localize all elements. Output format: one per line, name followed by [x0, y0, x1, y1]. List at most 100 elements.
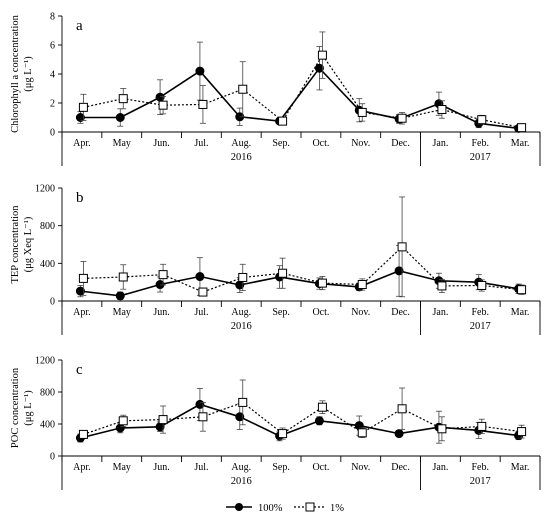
data-point	[155, 280, 165, 290]
x-tick-label: Dec.	[391, 138, 410, 149]
data-point	[158, 100, 168, 110]
year-label: 2016	[231, 476, 252, 487]
data-point	[394, 266, 404, 276]
data-point	[238, 272, 248, 282]
data-point	[115, 291, 125, 301]
x-tick-label: Mar.	[511, 462, 530, 473]
data-point	[357, 107, 367, 117]
x-tick-label: Jun.	[153, 138, 169, 149]
x-tick-label: Nov.	[351, 138, 370, 149]
panel-label: a	[76, 18, 83, 34]
data-point	[195, 272, 205, 282]
data-point	[198, 412, 208, 422]
x-tick-label: Apr.	[73, 138, 91, 149]
year-label: 2016	[231, 152, 252, 163]
series-line	[80, 66, 519, 130]
series-1pct	[78, 379, 527, 442]
chart-panel-a: 0 2 4 6 8 Apr. May Jun. Jul. Aug. Sep. Oct. Nov. Dec.…	[10, 12, 541, 166]
data-point	[78, 102, 88, 112]
data-point	[78, 273, 88, 283]
y-tick-label: 800	[40, 388, 55, 399]
x-tick-label: Sep.	[272, 307, 290, 318]
data-point	[477, 421, 487, 431]
x-tick-label: May	[113, 307, 131, 318]
x-tick-label: Sep.	[272, 462, 290, 473]
x-tick-label: Apr.	[73, 307, 91, 318]
chart-panel-c: 0 400 800 1200 Apr. May Jun. Jul. Aug. Sep. Oct. No…	[10, 356, 541, 490]
data-point	[314, 63, 324, 73]
data-point	[235, 412, 245, 422]
data-point	[115, 113, 125, 122]
data-point	[158, 415, 168, 425]
panel-label: c	[76, 362, 83, 378]
legend-marker-100pct	[235, 503, 243, 511]
x-tick-label: Aug.	[231, 462, 251, 473]
data-point	[394, 429, 404, 439]
y-tick-label: 0	[50, 128, 55, 139]
data-point	[314, 416, 324, 426]
y-tick-label: 4	[50, 70, 55, 81]
chart-panel-b: 0 400 800 1200 Apr. May Jun. Jul. Aug. Sep. Oct. No…	[10, 184, 541, 335]
data-point	[437, 281, 447, 291]
year-label: 2017	[470, 321, 491, 332]
data-point	[78, 429, 88, 439]
y-tick-label: 6	[50, 41, 55, 52]
y-axis-unit: (μg Xeq L⁻¹)	[23, 216, 34, 272]
data-point	[357, 428, 367, 438]
data-point	[317, 278, 327, 288]
data-point	[437, 424, 447, 434]
x-tick-label: Feb.	[472, 462, 490, 473]
series-1pct	[78, 31, 527, 133]
x-tick-label: Mar.	[511, 307, 530, 318]
year-label: 2017	[470, 152, 491, 163]
series-100pct	[75, 41, 524, 133]
y-axis-label: POC concentration	[10, 367, 21, 448]
legend: 100% 1%	[226, 502, 344, 514]
data-point	[238, 397, 248, 407]
series-line	[83, 401, 522, 435]
y-tick-label: 1200	[35, 356, 55, 367]
series-line	[80, 270, 519, 297]
x-tick-label: Jun.	[153, 462, 169, 473]
data-point	[75, 113, 85, 122]
x-tick-label: Jan.	[432, 462, 448, 473]
y-tick-label: 1200	[35, 184, 55, 195]
data-point	[477, 115, 487, 125]
x-tick-label: Oct.	[312, 462, 329, 473]
x-tick-label: Jan.	[432, 307, 448, 318]
x-tick-label: Nov.	[351, 462, 370, 473]
year-label: 2016	[231, 321, 252, 332]
y-tick-label: 2	[50, 99, 55, 110]
data-point	[397, 113, 407, 123]
x-tick-label: Aug.	[231, 307, 251, 318]
x-tick-label: Feb.	[472, 138, 490, 149]
data-point	[357, 280, 367, 290]
data-point	[517, 285, 527, 295]
data-point	[118, 94, 128, 104]
x-tick-label: Jul.	[194, 462, 208, 473]
y-tick-label: 400	[40, 259, 55, 270]
data-point	[118, 272, 128, 282]
data-point	[477, 280, 487, 290]
data-point	[278, 268, 288, 278]
data-point	[517, 427, 527, 437]
panel-label: b	[76, 190, 84, 206]
y-tick-label: 800	[40, 221, 55, 232]
series-100pct	[75, 387, 524, 444]
data-point	[278, 429, 288, 439]
x-tick-label: Mar.	[511, 138, 530, 149]
data-point	[195, 66, 205, 76]
data-point	[397, 404, 407, 414]
x-tick-label: Nov.	[351, 307, 370, 318]
x-tick-label: Oct.	[312, 138, 329, 149]
x-tick-label: Dec.	[391, 462, 410, 473]
x-tick-label: Apr.	[73, 462, 91, 473]
x-tick-label: Jun.	[153, 307, 169, 318]
x-tick-label: May	[113, 462, 131, 473]
y-axis-unit: (μg L⁻¹)	[23, 390, 34, 426]
y-tick-label: 0	[50, 452, 55, 463]
x-tick-label: May	[113, 138, 131, 149]
series-line	[83, 246, 522, 293]
y-tick-label: 8	[50, 12, 55, 23]
